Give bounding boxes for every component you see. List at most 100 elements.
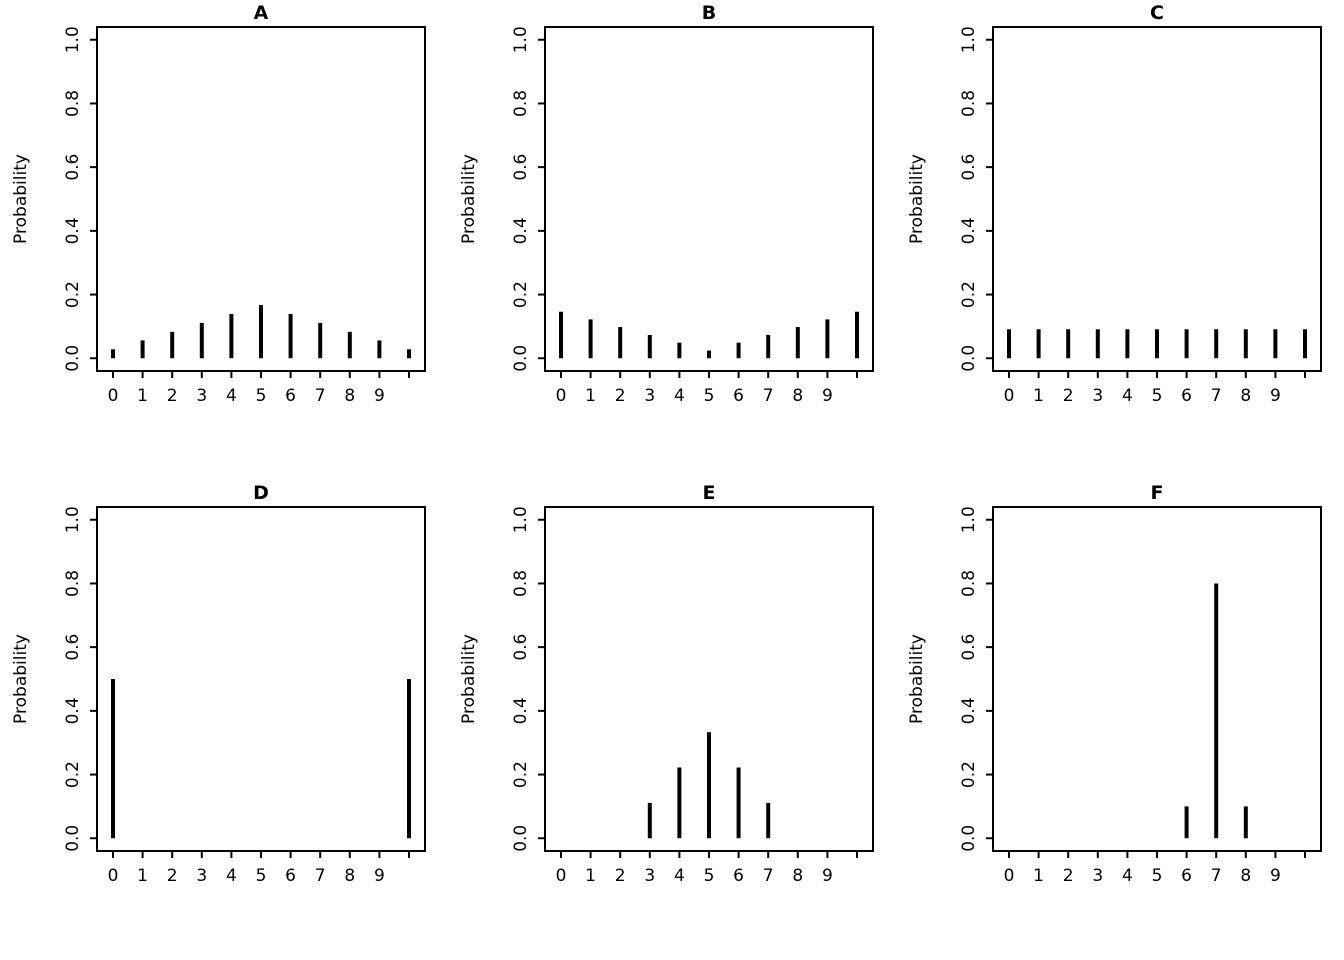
x-tick-label: 3: [644, 386, 655, 406]
panel-d-title: D: [253, 482, 269, 504]
panel-b-chart: B Probability 0.0 0.2 0.4 0.6 0.8 1.0 0 1 2 3 4 5 6 7…: [459, 2, 874, 406]
y-tick-label: 0.2: [511, 281, 531, 308]
x-tick-label: 1: [1033, 386, 1044, 406]
x-tick-label: 2: [1063, 866, 1074, 886]
y-tick-label: 0.0: [63, 825, 83, 852]
y-tick-label: 0.6: [959, 154, 979, 181]
panel-d-ylabel: Probability: [11, 634, 31, 724]
x-tick-label: 9: [374, 866, 385, 886]
y-tick-label: 0.4: [63, 217, 83, 244]
y-tick-label: 0.0: [959, 345, 979, 372]
y-tick-label: 0.6: [511, 634, 531, 661]
y-tick-label: 1.0: [63, 26, 83, 53]
x-tick-label: 2: [167, 386, 178, 406]
panel-f-chart: F Probability 0.0 0.2 0.4 0.6 0.8 1.0 0 1 2 3 4 5 6 7…: [907, 482, 1322, 886]
x-tick-label: 9: [822, 866, 833, 886]
y-tick-label: 0.2: [63, 281, 83, 308]
panel-f-title: F: [1151, 482, 1164, 504]
y-tick-label: 0.2: [959, 761, 979, 788]
x-tick-label: 0: [556, 386, 567, 406]
x-tick-label: 5: [1152, 386, 1163, 406]
y-tick-label: 0.2: [511, 761, 531, 788]
panel-d-chart: D Probability 0.0 0.2 0.4 0.6 0.8 1.0 0 1 2 3 4 5 6 7…: [11, 482, 426, 886]
y-tick-label: 0.8: [511, 570, 531, 597]
y-tick-label: 0.0: [511, 345, 531, 372]
x-tick-label: 0: [556, 866, 567, 886]
x-tick-label: 1: [585, 866, 596, 886]
x-tick-label: 8: [344, 866, 355, 886]
y-tick-label: 0.4: [959, 217, 979, 244]
x-tick-label: 4: [674, 866, 685, 886]
x-tick-label: 4: [226, 386, 237, 406]
y-tick-label: 0.2: [63, 761, 83, 788]
x-tick-label: 0: [108, 866, 119, 886]
y-tick-label: 0.8: [511, 90, 531, 117]
x-tick-label: 6: [285, 386, 296, 406]
panel-c-title: C: [1150, 2, 1164, 24]
plot-box: [992, 506, 1322, 852]
y-tick-label: 0.4: [63, 697, 83, 724]
plot-box: [96, 506, 426, 852]
x-tick-label: 7: [315, 866, 326, 886]
x-tick-label: 3: [1092, 386, 1103, 406]
x-tick-label: 7: [763, 866, 774, 886]
x-tick-label: 3: [196, 866, 207, 886]
y-tick-label: 0.4: [959, 697, 979, 724]
x-tick-label: 5: [1152, 866, 1163, 886]
panel-b-title: B: [702, 2, 716, 24]
x-tick-label: 7: [763, 386, 774, 406]
x-tick-label: 9: [1270, 866, 1281, 886]
y-tick-label: 0.6: [63, 154, 83, 181]
y-tick-label: 1.0: [511, 26, 531, 53]
x-tick-label: 4: [1122, 386, 1133, 406]
x-tick-label: 6: [733, 866, 744, 886]
x-tick-label: 2: [167, 866, 178, 886]
panel-e-ylabel: Probability: [459, 634, 479, 724]
panel-e-title: E: [703, 482, 716, 504]
y-tick-label: 0.6: [63, 634, 83, 661]
x-tick-label: 5: [256, 866, 267, 886]
x-tick-label: 3: [1092, 866, 1103, 886]
x-tick-label: 9: [822, 386, 833, 406]
y-tick-label: 0.6: [511, 154, 531, 181]
panel-e-chart: E Probability 0.0 0.2 0.4 0.6 0.8 1.0 0 1 2 3 4 5 6 7…: [459, 482, 874, 886]
y-tick-label: 0.8: [63, 570, 83, 597]
x-tick-label: 0: [1004, 386, 1015, 406]
x-tick-label: 7: [1211, 866, 1222, 886]
y-tick-label: 0.8: [959, 570, 979, 597]
panel-b-ylabel: Probability: [459, 154, 479, 244]
x-tick-label: 1: [137, 386, 148, 406]
x-tick-label: 2: [615, 386, 626, 406]
panel-a-title: A: [254, 2, 269, 24]
y-tick-label: 0.2: [959, 281, 979, 308]
x-tick-label: 7: [315, 386, 326, 406]
x-tick-label: 4: [1122, 866, 1133, 886]
x-tick-label: 4: [674, 386, 685, 406]
x-tick-label: 6: [733, 386, 744, 406]
y-tick-label: 1.0: [959, 506, 979, 533]
plot-box: [544, 26, 874, 372]
x-tick-label: 0: [108, 386, 119, 406]
x-tick-label: 1: [137, 866, 148, 886]
x-tick-label: 2: [1063, 386, 1074, 406]
y-tick-label: 0.4: [511, 217, 531, 244]
y-tick-label: 0.0: [63, 345, 83, 372]
x-tick-label: 8: [792, 866, 803, 886]
x-tick-label: 8: [1240, 386, 1251, 406]
x-tick-label: 5: [256, 386, 267, 406]
panel-c-chart: C Probability 0.0 0.2 0.4 0.6 0.8 1.0 0 1 2 3 4 5 6 7…: [907, 2, 1322, 406]
y-tick-label: 0.4: [511, 697, 531, 724]
plot-box: [992, 26, 1322, 372]
x-tick-label: 9: [374, 386, 385, 406]
y-tick-label: 1.0: [511, 506, 531, 533]
x-tick-label: 4: [226, 866, 237, 886]
x-tick-label: 7: [1211, 386, 1222, 406]
y-tick-label: 0.8: [63, 90, 83, 117]
y-tick-label: 1.0: [63, 506, 83, 533]
x-tick-label: 3: [644, 866, 655, 886]
x-tick-label: 6: [1181, 386, 1192, 406]
y-tick-label: 0.8: [959, 90, 979, 117]
x-tick-label: 0: [1004, 866, 1015, 886]
x-tick-label: 1: [585, 386, 596, 406]
